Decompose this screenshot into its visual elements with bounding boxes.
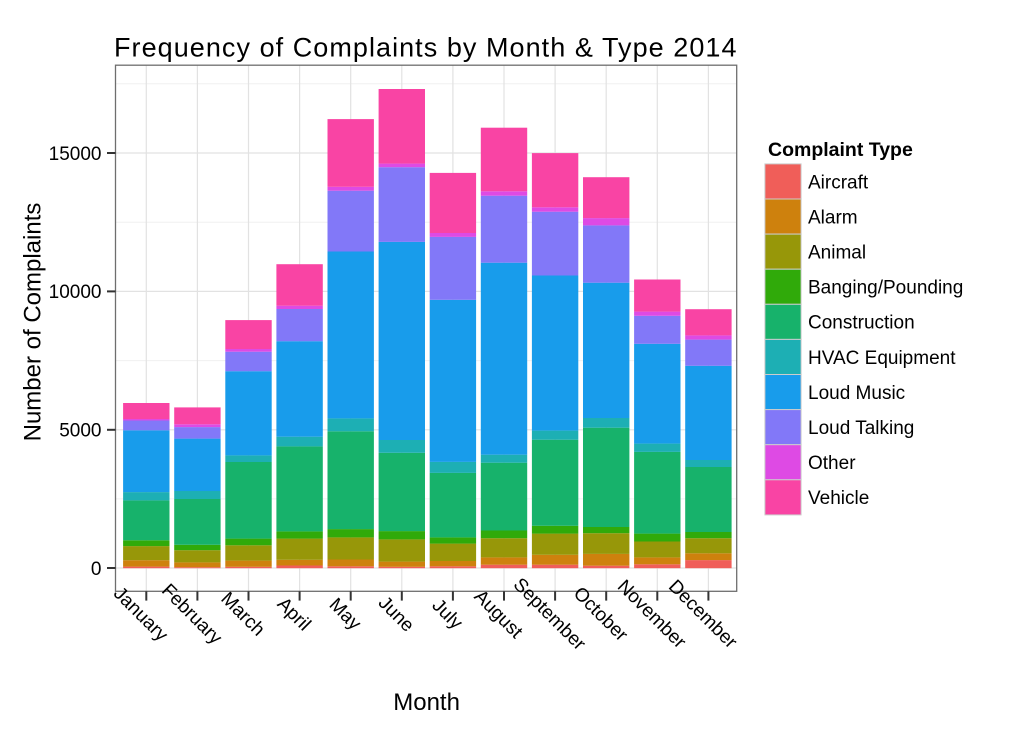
svg-text:Construction: Construction: [808, 313, 915, 334]
svg-text:Complaint Type: Complaint Type: [768, 139, 913, 161]
svg-text:Animal: Animal: [808, 243, 866, 264]
svg-text:Alarm: Alarm: [808, 207, 858, 228]
svg-text:15000: 15000: [49, 144, 102, 165]
svg-text:5000: 5000: [59, 421, 101, 442]
svg-text:HVAC Equipment: HVAC Equipment: [808, 348, 956, 369]
svg-text:Frequency of Complaints by Mon: Frequency of Complaints by Month & Type …: [114, 33, 738, 63]
svg-text:Month: Month: [393, 689, 460, 716]
svg-text:Loud Music: Loud Music: [808, 383, 905, 404]
svg-text:Aircraft: Aircraft: [808, 172, 869, 193]
svg-text:Banging/Pounding: Banging/Pounding: [808, 278, 963, 299]
svg-text:Other: Other: [808, 453, 856, 474]
svg-text:Number of Complaints: Number of Complaints: [20, 203, 47, 442]
svg-text:Loud Talking: Loud Talking: [808, 418, 914, 439]
svg-text:10000: 10000: [49, 282, 102, 303]
svg-text:0: 0: [91, 559, 102, 580]
svg-text:Vehicle: Vehicle: [808, 488, 869, 509]
